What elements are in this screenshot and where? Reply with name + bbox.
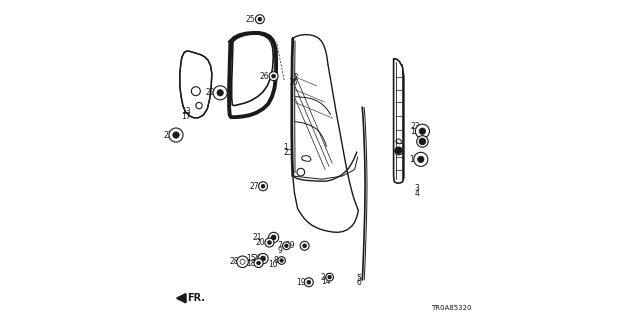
Circle shape	[169, 128, 183, 142]
Circle shape	[413, 152, 428, 166]
Circle shape	[258, 17, 262, 21]
Text: 4: 4	[414, 189, 419, 198]
Circle shape	[196, 102, 202, 109]
Circle shape	[328, 276, 332, 279]
Text: 8: 8	[273, 256, 278, 265]
Circle shape	[217, 90, 223, 96]
Text: 1: 1	[284, 143, 288, 152]
Text: 12: 12	[289, 73, 298, 82]
Text: 20: 20	[252, 254, 262, 263]
Text: 24: 24	[321, 273, 331, 282]
Circle shape	[297, 168, 305, 176]
Circle shape	[265, 238, 274, 247]
Text: 11: 11	[409, 155, 419, 164]
Text: 6: 6	[356, 278, 361, 287]
Circle shape	[283, 242, 290, 250]
Circle shape	[261, 184, 265, 188]
Circle shape	[300, 241, 309, 250]
Circle shape	[285, 244, 288, 247]
Circle shape	[307, 280, 311, 284]
Text: 16: 16	[289, 78, 298, 87]
Text: 26: 26	[259, 72, 269, 81]
Circle shape	[237, 256, 248, 268]
Text: 3: 3	[414, 184, 419, 193]
Circle shape	[419, 138, 426, 145]
Text: FR.: FR.	[187, 293, 205, 303]
Circle shape	[417, 136, 428, 147]
Circle shape	[271, 235, 276, 240]
Circle shape	[259, 182, 268, 191]
Circle shape	[269, 232, 279, 243]
Text: 22: 22	[205, 88, 215, 97]
Circle shape	[278, 257, 285, 264]
Circle shape	[415, 124, 429, 138]
Circle shape	[269, 72, 278, 81]
Text: 14: 14	[321, 277, 331, 286]
Text: 20: 20	[256, 238, 266, 247]
Circle shape	[191, 87, 200, 96]
Circle shape	[254, 259, 263, 268]
Circle shape	[280, 259, 284, 262]
Text: 11: 11	[410, 127, 420, 136]
Text: 25: 25	[245, 15, 255, 24]
Text: 10: 10	[268, 260, 278, 269]
Text: 23: 23	[410, 122, 420, 131]
Text: 5: 5	[356, 274, 361, 283]
Circle shape	[213, 86, 227, 100]
Text: 27: 27	[250, 182, 259, 191]
Circle shape	[173, 132, 179, 138]
Text: TR0A85320: TR0A85320	[431, 305, 472, 311]
Circle shape	[417, 156, 424, 163]
Text: 19: 19	[285, 241, 295, 250]
Circle shape	[255, 15, 264, 24]
Text: 19: 19	[296, 278, 306, 287]
Circle shape	[261, 256, 266, 261]
Text: 9: 9	[277, 246, 282, 255]
Text: 21: 21	[252, 233, 262, 242]
Circle shape	[395, 147, 403, 155]
Text: 7: 7	[277, 241, 282, 250]
Circle shape	[304, 278, 314, 287]
Text: 18: 18	[246, 259, 255, 268]
Text: 13: 13	[180, 108, 191, 116]
Text: 2: 2	[284, 148, 288, 157]
Circle shape	[257, 261, 260, 265]
Circle shape	[272, 74, 276, 78]
Circle shape	[303, 244, 307, 248]
Circle shape	[326, 273, 333, 281]
Text: 22: 22	[164, 131, 173, 140]
Text: 17: 17	[180, 112, 191, 121]
Circle shape	[258, 253, 268, 264]
Text: 28: 28	[230, 257, 239, 266]
Circle shape	[419, 128, 426, 134]
Circle shape	[396, 147, 402, 154]
Circle shape	[240, 259, 245, 264]
Circle shape	[268, 241, 271, 244]
Text: 15: 15	[246, 254, 255, 263]
